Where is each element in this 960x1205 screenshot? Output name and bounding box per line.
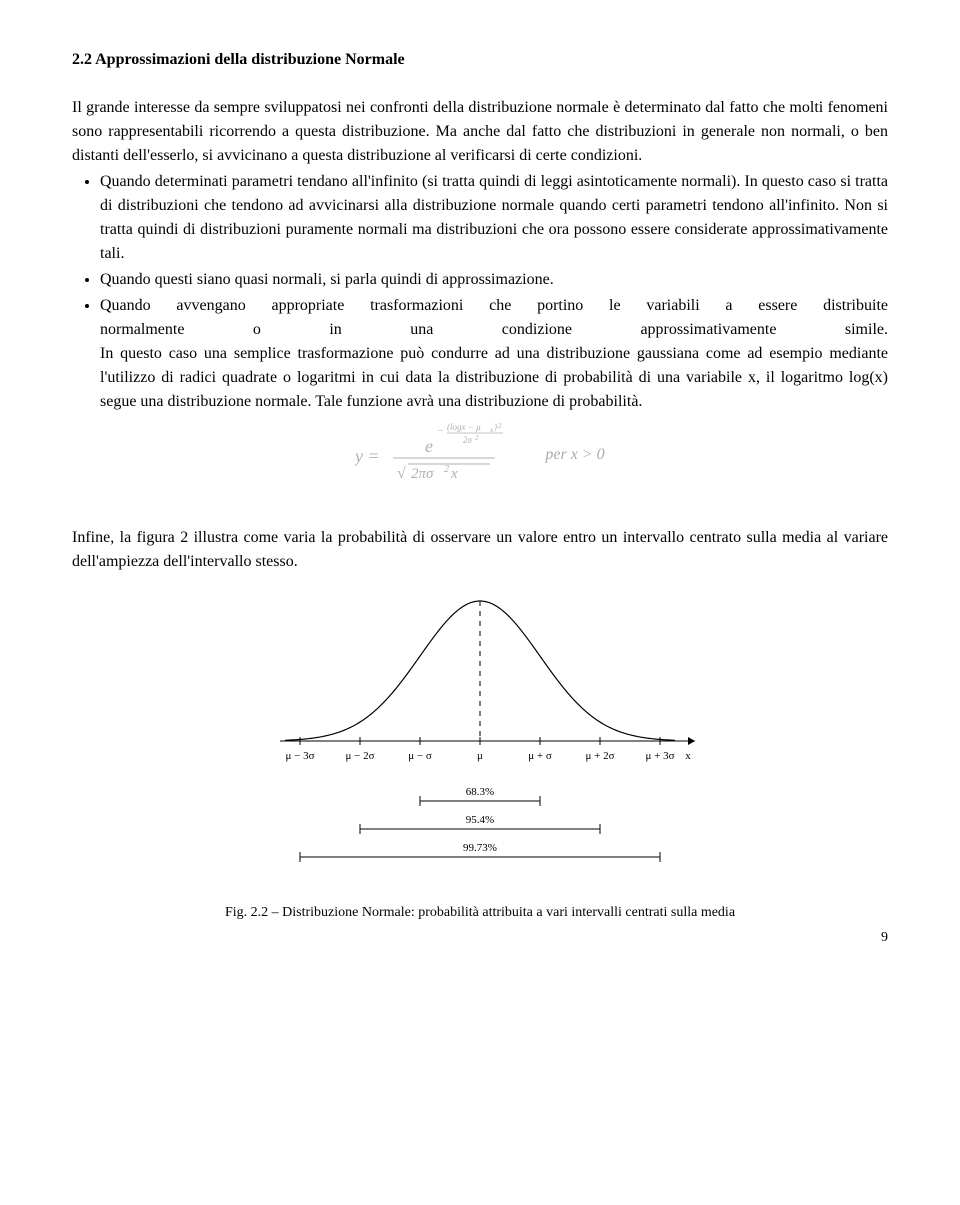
list-item: Quando determinati parametri tendano all…: [100, 170, 888, 266]
formula-svg: y = e − (logx − μ x ) 2 2σ 2 √ 2πσ 2 x: [355, 420, 525, 490]
section-heading: 2.2 Approssimazioni della distribuzione …: [72, 48, 888, 72]
text: o: [253, 318, 261, 342]
svg-text:μ − 2σ: μ − 2σ: [345, 750, 374, 762]
svg-text:2: 2: [498, 422, 502, 430]
formula-condition: per x > 0: [545, 443, 604, 467]
svg-text:2: 2: [475, 434, 479, 442]
text: Quando avvengano appropriate trasformazi…: [100, 297, 888, 314]
svg-text:−: −: [437, 426, 444, 437]
text: condizione: [502, 318, 572, 342]
svg-text:e: e: [425, 436, 433, 456]
svg-text:μ + 2σ: μ + 2σ: [585, 750, 614, 762]
svg-text:√: √: [397, 465, 406, 482]
svg-text:(logx − μ: (logx − μ: [447, 422, 481, 432]
intro-paragraph: Il grande interesse da sempre sviluppato…: [72, 96, 888, 168]
svg-text:95.4%: 95.4%: [466, 814, 494, 826]
svg-text:): ): [493, 422, 497, 432]
svg-text:y =: y =: [355, 446, 380, 466]
svg-text:μ: μ: [477, 750, 483, 762]
svg-text:99.73%: 99.73%: [463, 842, 497, 854]
bullet-list: Quando determinati parametri tendano all…: [100, 170, 888, 414]
svg-text:2σ: 2σ: [463, 435, 473, 445]
text: approssimativamente: [640, 318, 776, 342]
after-formula-paragraph: Infine, la figura 2 illustra come varia …: [72, 526, 888, 574]
text: simile.: [845, 318, 888, 342]
svg-text:μ − σ: μ − σ: [408, 750, 432, 762]
figure-normal-distribution: μ − 3σ μ − 2σ μ − σ μ μ + σ μ + 2σ μ + 3σ x 68.3…: [72, 586, 888, 894]
text: normalmente: [100, 318, 184, 342]
list-item: Quando questi siano quasi normali, si pa…: [100, 268, 888, 292]
svg-text:μ − 3σ: μ − 3σ: [285, 750, 314, 762]
text: In questo caso una semplice trasformazio…: [100, 342, 888, 414]
svg-text:x: x: [685, 750, 691, 762]
text: una: [410, 318, 433, 342]
svg-text:μ + σ: μ + σ: [528, 750, 552, 762]
figure-caption: Fig. 2.2 – Distribuzione Normale: probab…: [72, 902, 888, 923]
svg-text:2: 2: [444, 464, 449, 475]
page-number: 9: [72, 927, 888, 948]
formula: y = e − (logx − μ x ) 2 2σ 2 √ 2πσ 2 x: [72, 420, 888, 498]
svg-text:2πσ: 2πσ: [411, 466, 434, 482]
text: in: [329, 318, 341, 342]
svg-text:68.3%: 68.3%: [466, 786, 494, 798]
list-item: Quando avvengano appropriate trasformazi…: [100, 294, 888, 414]
svg-text:μ + 3σ: μ + 3σ: [645, 750, 674, 762]
svg-text:x: x: [450, 466, 458, 482]
